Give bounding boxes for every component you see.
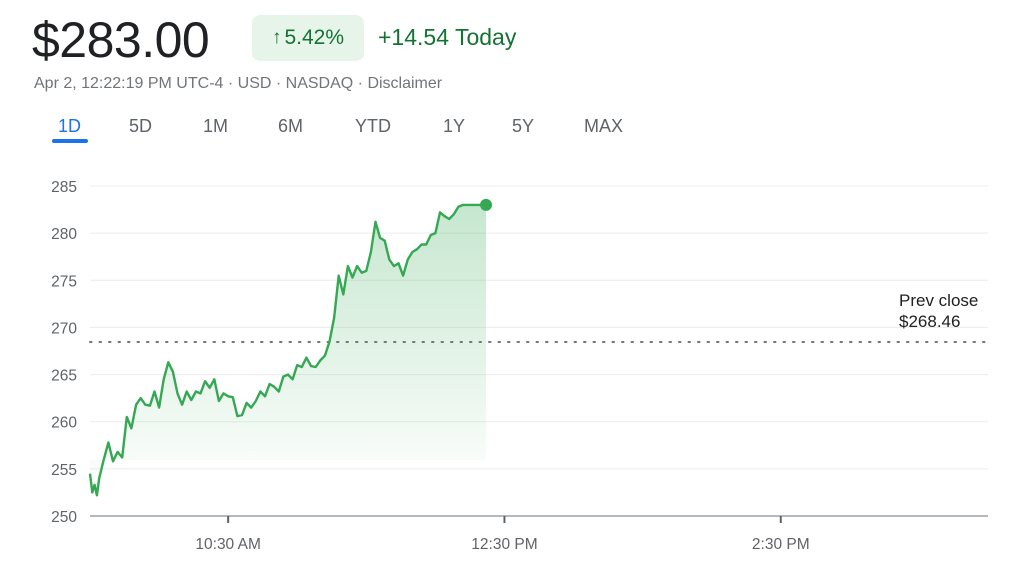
disclaimer-link[interactable]: Disclaimer [367,75,443,92]
change-percent-badge: ↑ 5.42% [252,15,364,61]
change-today: +14.54 Today [378,24,517,50]
y-tick-label: 260 [51,415,77,432]
y-axis-labels: 250 255 260 265 270 275 280 285 [51,179,77,526]
tab-ytd[interactable]: YTD [355,116,391,136]
x-tick-label: 12:30 PM [471,536,537,553]
current-price: $283.00 [32,12,210,68]
tab-5d[interactable]: 5D [129,116,153,136]
separator: · [223,75,238,92]
tab-6m[interactable]: 6M [278,116,304,136]
timestamp: Apr 2, 12:22:19 PM UTC-4 [34,75,224,92]
change-percent: 5.42% [284,26,345,49]
y-tick-label: 270 [51,320,77,337]
y-tick-label: 255 [51,462,77,479]
quote-meta: Apr 2, 12:22:19 PM UTC-4 · USD · NASDAQ … [34,75,442,93]
price-area-fill [90,204,486,496]
last-price-dot [480,198,493,211]
prev-close-value: $268.46 [899,312,961,331]
separator: · [353,75,368,92]
tab-5y[interactable]: 5Y [512,116,535,136]
y-tick-label: 265 [51,368,77,385]
price-line [88,203,486,497]
y-tick-label: 275 [51,273,77,290]
prev-close-label: Prev close [899,291,979,310]
tab-1m[interactable]: 1M [203,116,229,136]
x-tick-label: 10:30 AM [195,536,261,553]
separator: · [271,75,286,92]
range-tabs: 1D 5D 1M 6M YTD 1Y 5Y MAX [0,112,700,152]
y-tick-label: 250 [51,509,77,526]
x-tick-label: 2:30 PM [752,536,810,553]
exchange: NASDAQ [285,75,354,92]
y-tick-label: 280 [51,226,77,243]
active-tab-indicator [52,139,88,143]
prev-close-annotation: Prev close $268.46 [899,290,978,332]
tab-1y[interactable]: 1Y [443,116,466,136]
currency: USD [237,75,272,92]
x-axis-ticks: 10:30 AM 12:30 PM 2:30 PM [195,516,810,553]
arrow-up-icon: ↑ [271,27,282,48]
y-tick-label: 285 [51,179,77,196]
tab-max[interactable]: MAX [584,116,624,136]
tab-1d[interactable]: 1D [58,116,82,136]
